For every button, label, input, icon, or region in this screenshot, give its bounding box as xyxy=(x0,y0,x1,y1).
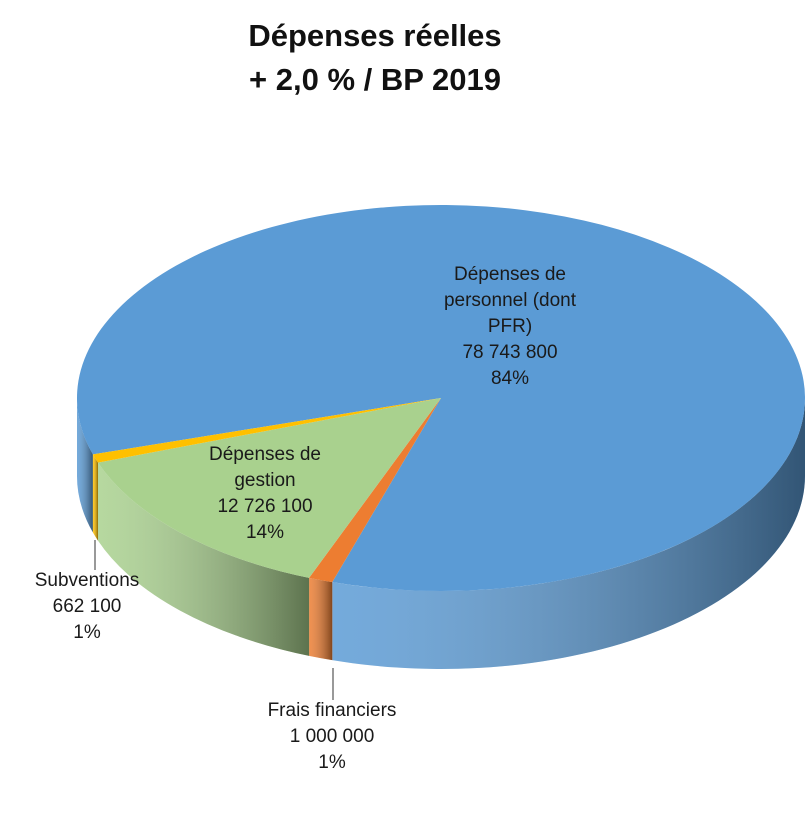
value-label: 662 100 xyxy=(52,596,122,617)
value-label: 12 726 100 xyxy=(217,496,313,517)
slice-label: Frais financiers 1 000 000 1% xyxy=(262,698,402,776)
chart-subtitle: + 2,0 % / BP 2019 xyxy=(249,62,501,97)
slice-label: Dépenses de gestion 12 726 100 14% xyxy=(180,442,350,546)
value-label: 1 000 000 xyxy=(289,726,375,747)
percent-label: 84% xyxy=(490,368,530,389)
slice xyxy=(98,398,441,578)
slice xyxy=(77,205,805,592)
category-name: Frais financiers xyxy=(267,700,397,721)
percent-label: 1% xyxy=(318,752,346,773)
slice xyxy=(309,398,441,583)
category-name: Dépenses de gestion xyxy=(209,444,321,491)
percent-label: 1% xyxy=(73,622,101,643)
category-name: Dépenses de personnel (dont PFR) xyxy=(443,264,577,337)
slice-label: Subventions 662 100 1% xyxy=(12,568,162,646)
slice-side-shade xyxy=(98,462,310,656)
chart-title: Dépenses réelles xyxy=(248,18,502,53)
slice-label: Dépenses de personnel (dont PFR) 78 743 8… xyxy=(430,262,590,392)
category-name: Subventions xyxy=(34,570,140,591)
slice-side-shade xyxy=(332,398,806,669)
percent-label: 14% xyxy=(245,522,285,543)
slice-side-shade xyxy=(92,454,99,541)
slice-side-shade xyxy=(309,577,333,661)
slice xyxy=(92,398,442,463)
slice-side-shade xyxy=(77,398,93,533)
value-label: 78 743 800 xyxy=(462,342,558,363)
